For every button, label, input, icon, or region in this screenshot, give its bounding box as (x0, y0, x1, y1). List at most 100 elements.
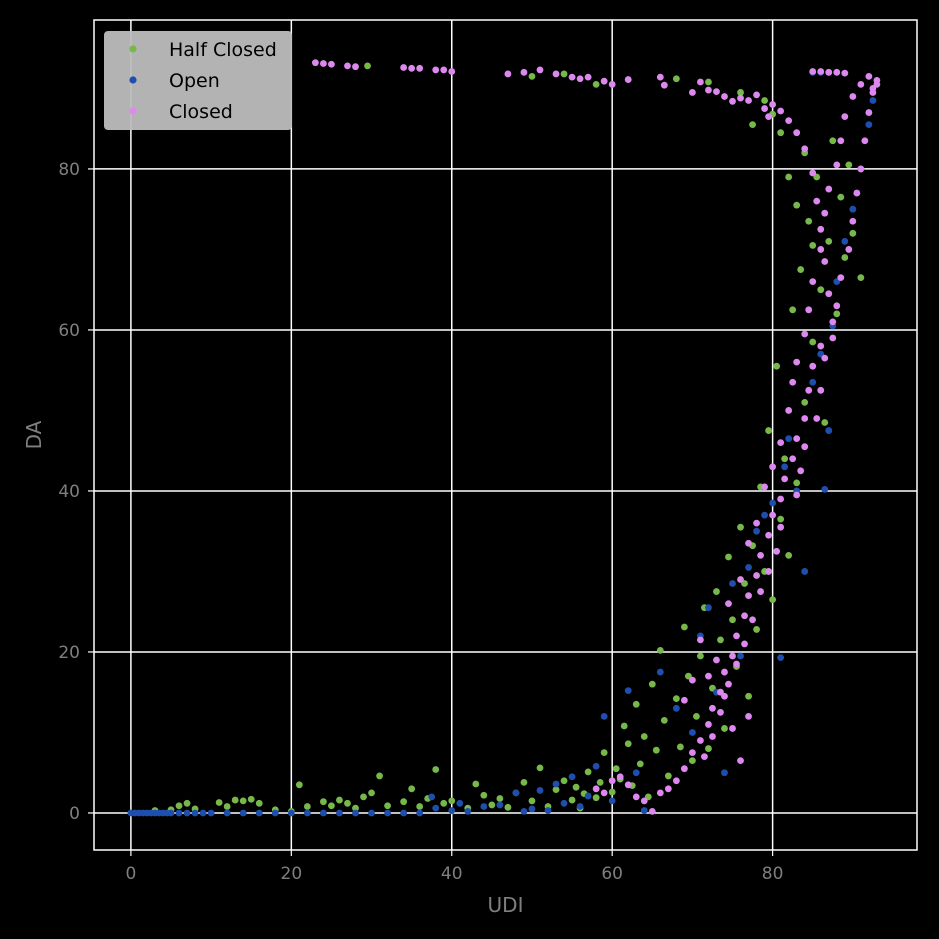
data-point (705, 604, 712, 612)
data-point (781, 455, 789, 463)
data-point (408, 785, 416, 793)
data-point (528, 72, 536, 80)
data-point (612, 765, 620, 773)
data-point (199, 809, 207, 817)
data-point (352, 63, 359, 71)
legend-marker (129, 45, 137, 53)
data-point (873, 81, 881, 88)
data-point (440, 799, 448, 807)
data-point (664, 772, 672, 780)
data-point (672, 777, 680, 785)
data-point (536, 787, 544, 794)
data-point (721, 668, 728, 676)
data-point (741, 640, 748, 648)
data-point (656, 789, 664, 797)
data-point (680, 765, 688, 773)
data-point (656, 668, 664, 676)
x-tick-label: 80 (762, 864, 784, 884)
data-point (869, 89, 877, 96)
data-point (797, 266, 805, 273)
data-point (725, 600, 732, 608)
data-point (528, 805, 536, 813)
data-point (632, 793, 640, 801)
data-point (809, 68, 817, 75)
data-point (801, 568, 809, 575)
data-point (572, 783, 580, 791)
data-point (801, 145, 809, 153)
data-point (705, 745, 712, 752)
data-point (713, 588, 720, 595)
data-point (215, 799, 223, 806)
data-point (753, 91, 760, 99)
x-tick-label: 60 (601, 864, 623, 884)
data-point (753, 519, 760, 527)
data-point (745, 97, 752, 104)
data-point (809, 362, 817, 370)
data-point (336, 796, 343, 804)
data-point (520, 807, 528, 815)
data-point (271, 809, 279, 817)
data-point (737, 94, 744, 102)
data-point (697, 737, 704, 744)
data-point (849, 93, 857, 100)
data-point (592, 81, 600, 88)
data-point (528, 797, 536, 805)
x-axis-label: UDI (488, 893, 524, 917)
data-point (737, 757, 744, 765)
data-point (705, 78, 712, 86)
data-point (688, 729, 696, 736)
data-point (769, 511, 777, 519)
data-point (829, 137, 837, 145)
data-point (745, 592, 752, 600)
data-point (729, 616, 736, 624)
data-point (789, 455, 797, 463)
data-point (584, 73, 592, 81)
data-point (821, 258, 829, 265)
data-point (745, 712, 752, 720)
data-point (352, 804, 359, 812)
data-point (400, 809, 408, 817)
data-point (640, 807, 648, 814)
x-tick-label: 20 (281, 864, 303, 884)
data-point (183, 809, 191, 817)
data-point (809, 378, 817, 386)
data-point (632, 700, 640, 708)
data-point (664, 785, 672, 793)
data-point (688, 757, 696, 765)
data-point (336, 809, 343, 817)
data-point (861, 137, 869, 145)
data-point (568, 796, 576, 804)
data-point (853, 189, 861, 197)
data-point (352, 809, 359, 817)
data-point (320, 809, 327, 817)
data-point (821, 209, 829, 217)
data-point (769, 499, 777, 507)
data-point (801, 415, 809, 422)
data-point (785, 407, 793, 414)
data-point (789, 378, 797, 386)
data-point (552, 70, 560, 78)
data-point (705, 672, 712, 680)
data-point (825, 185, 833, 193)
data-point (761, 97, 768, 104)
legend-label: Half Closed (169, 39, 277, 61)
data-point (737, 576, 744, 583)
data-point (456, 799, 464, 807)
data-point (672, 704, 680, 712)
data-point (809, 242, 817, 249)
data-point (608, 797, 616, 805)
data-point (717, 636, 724, 644)
data-point (745, 539, 752, 547)
data-point (709, 704, 716, 712)
data-point (765, 568, 773, 575)
data-point (303, 803, 311, 810)
data-point (624, 687, 632, 695)
legend-box (104, 31, 292, 130)
data-point (596, 778, 604, 786)
data-point (660, 81, 668, 89)
data-point (656, 73, 664, 81)
data-point (592, 785, 600, 793)
legend-label: Closed (169, 101, 233, 123)
data-point (608, 788, 616, 796)
data-point (344, 62, 351, 70)
